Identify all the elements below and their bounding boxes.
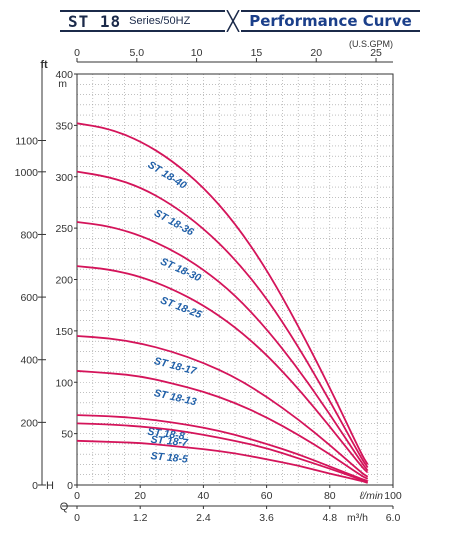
x-tick-label-lmin: 20 [134, 490, 146, 502]
x-tick-label-gpm: 10 [191, 47, 203, 59]
x-tick-label-lmin: 0 [74, 490, 80, 502]
y-tick-label-ft: 800 [20, 229, 38, 241]
head-axis-letter: H [46, 480, 54, 492]
series-label: ST 18-5 [150, 450, 189, 466]
series-line [76, 221, 369, 472]
series-line [76, 422, 368, 483]
head-unit-ft: ft [40, 59, 48, 71]
x-tick-label-gpm: 5.0 [130, 47, 145, 59]
y-tick-label-m: 200 [55, 275, 73, 287]
x-tick-label-gpm: 25 [370, 47, 382, 59]
x-tick-label-gpm: 20 [310, 47, 322, 59]
series-line [76, 265, 369, 474]
x-tick-label-lmin: 40 [198, 490, 210, 502]
x-tick-label-lmin: 100 [384, 490, 402, 502]
gpm-unit: (U.S.GPM) [349, 39, 393, 49]
flow-unit-lmin: ℓ/min [359, 490, 383, 502]
plot-frame [76, 73, 394, 486]
y-tick-label-ft: 1000 [15, 167, 39, 179]
series-label: ST 18-30 [159, 256, 203, 285]
series-label: Series/50HZ [129, 15, 191, 27]
series-line [76, 439, 368, 484]
series-label: ST 18-25 [159, 294, 204, 321]
y-tick-label-ft: 400 [20, 355, 38, 367]
model-title: ST 18 [68, 11, 122, 31]
chart-title: Performance Curve [249, 12, 412, 30]
series-label: ST 18-36 [152, 207, 196, 238]
x-tick-label-lmin: 60 [261, 490, 273, 502]
y-tick-label-m: 350 [55, 120, 73, 132]
header-separator-icon [226, 10, 240, 32]
x-tick-label-m3h: 1.2 [133, 512, 148, 524]
y-tick-label-m: 300 [55, 172, 73, 184]
x-tick-label-m3h: 6.0 [386, 512, 401, 524]
x-tick-label-gpm: 0 [74, 47, 80, 59]
series-line [76, 170, 369, 469]
y-tick-label-m: 400 [55, 69, 73, 81]
head-unit-m: m [58, 78, 67, 90]
flow-unit-m3h: m³/h [347, 512, 368, 524]
y-tick-label-ft: 0 [32, 480, 38, 492]
header-model-block: ST 18 Series/50HZ [60, 10, 225, 32]
y-tick-label-m: 0 [67, 480, 73, 492]
series-line [76, 370, 369, 480]
series-line [76, 414, 369, 482]
header-title-block: Performance Curve [241, 10, 420, 32]
x-tick-label-m3h: 4.8 [322, 512, 337, 524]
x-tick-label-m3h: 3.6 [259, 512, 274, 524]
chart-header: ST 18 Series/50HZ Performance Curve [60, 8, 420, 34]
flow-axis-letter: Q [60, 501, 69, 513]
y-tick-label-ft: 1100 [15, 135, 38, 147]
x-tick-label-lmin: 80 [324, 490, 336, 502]
y-tick-label-m: 100 [55, 377, 73, 389]
x-tick-label-m3h: 2.4 [196, 512, 211, 524]
x-tick-label-gpm: 15 [251, 47, 263, 59]
series-line [76, 335, 369, 478]
series-line [76, 122, 369, 466]
y-tick-label-m: 50 [61, 429, 73, 441]
x-tick-label-m3h: 0 [74, 512, 80, 524]
y-tick-label-m: 250 [55, 223, 73, 235]
y-tick-label-m: 150 [55, 326, 73, 338]
y-tick-label-ft: 600 [20, 292, 38, 304]
series-label: ST 18-13 [153, 387, 198, 408]
y-tick-label-ft: 200 [20, 417, 38, 429]
